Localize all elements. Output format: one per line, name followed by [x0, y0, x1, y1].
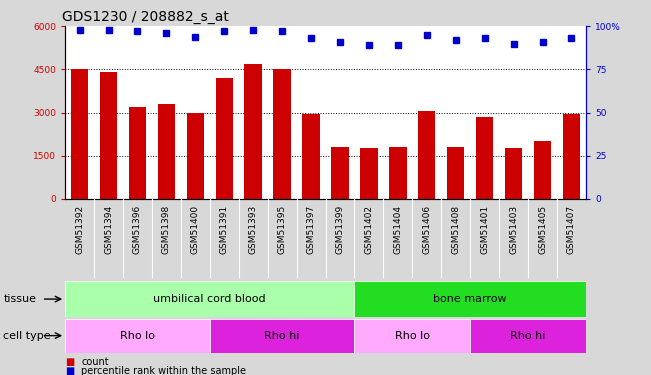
Text: Rho lo: Rho lo: [395, 331, 430, 340]
Text: umbilical cord blood: umbilical cord blood: [154, 294, 266, 304]
Bar: [354, 281, 586, 317]
Text: GSM51400: GSM51400: [191, 205, 200, 254]
Text: GSM51392: GSM51392: [75, 205, 84, 254]
Text: GSM51395: GSM51395: [277, 205, 286, 254]
Text: GSM51407: GSM51407: [567, 205, 576, 254]
Text: GSM51408: GSM51408: [451, 205, 460, 254]
Text: GSM51397: GSM51397: [307, 205, 316, 254]
Text: GSM51403: GSM51403: [509, 205, 518, 254]
Text: ■: ■: [65, 366, 74, 375]
Text: GSM51393: GSM51393: [249, 205, 258, 254]
Text: GSM51405: GSM51405: [538, 205, 547, 254]
Text: GSM51402: GSM51402: [365, 205, 374, 254]
Bar: [534, 141, 551, 199]
Bar: [65, 319, 210, 352]
Bar: [389, 147, 406, 199]
Text: count: count: [81, 357, 109, 367]
Bar: [562, 114, 580, 199]
Bar: [65, 281, 354, 317]
Bar: [273, 69, 291, 199]
Text: tissue: tissue: [3, 294, 36, 304]
Text: percentile rank within the sample: percentile rank within the sample: [81, 366, 246, 375]
Bar: [476, 117, 493, 199]
Text: Rho hi: Rho hi: [510, 331, 546, 340]
Text: ■: ■: [65, 357, 74, 367]
Bar: [158, 104, 175, 199]
Text: cell type: cell type: [3, 331, 51, 340]
Bar: [245, 64, 262, 199]
Bar: [302, 114, 320, 199]
Bar: [354, 319, 470, 352]
Text: GSM51391: GSM51391: [220, 205, 229, 254]
Text: Rho lo: Rho lo: [120, 331, 155, 340]
Text: GSM51396: GSM51396: [133, 205, 142, 254]
Text: GDS1230 / 208882_s_at: GDS1230 / 208882_s_at: [62, 10, 229, 24]
Text: GSM51406: GSM51406: [422, 205, 431, 254]
Text: bone marrow: bone marrow: [434, 294, 507, 304]
Bar: [418, 111, 436, 199]
Bar: [470, 319, 586, 352]
Text: GSM51404: GSM51404: [393, 205, 402, 254]
Bar: [215, 78, 233, 199]
Bar: [210, 319, 354, 352]
Text: GSM51401: GSM51401: [480, 205, 489, 254]
Text: GSM51394: GSM51394: [104, 205, 113, 254]
Text: GSM51398: GSM51398: [162, 205, 171, 254]
Bar: [129, 107, 146, 199]
Bar: [100, 72, 117, 199]
Bar: [447, 147, 464, 199]
Bar: [71, 69, 89, 199]
Bar: [360, 148, 378, 199]
Bar: [505, 148, 522, 199]
Bar: [187, 112, 204, 199]
Text: GSM51399: GSM51399: [335, 205, 344, 254]
Bar: [331, 147, 349, 199]
Text: Rho hi: Rho hi: [264, 331, 300, 340]
